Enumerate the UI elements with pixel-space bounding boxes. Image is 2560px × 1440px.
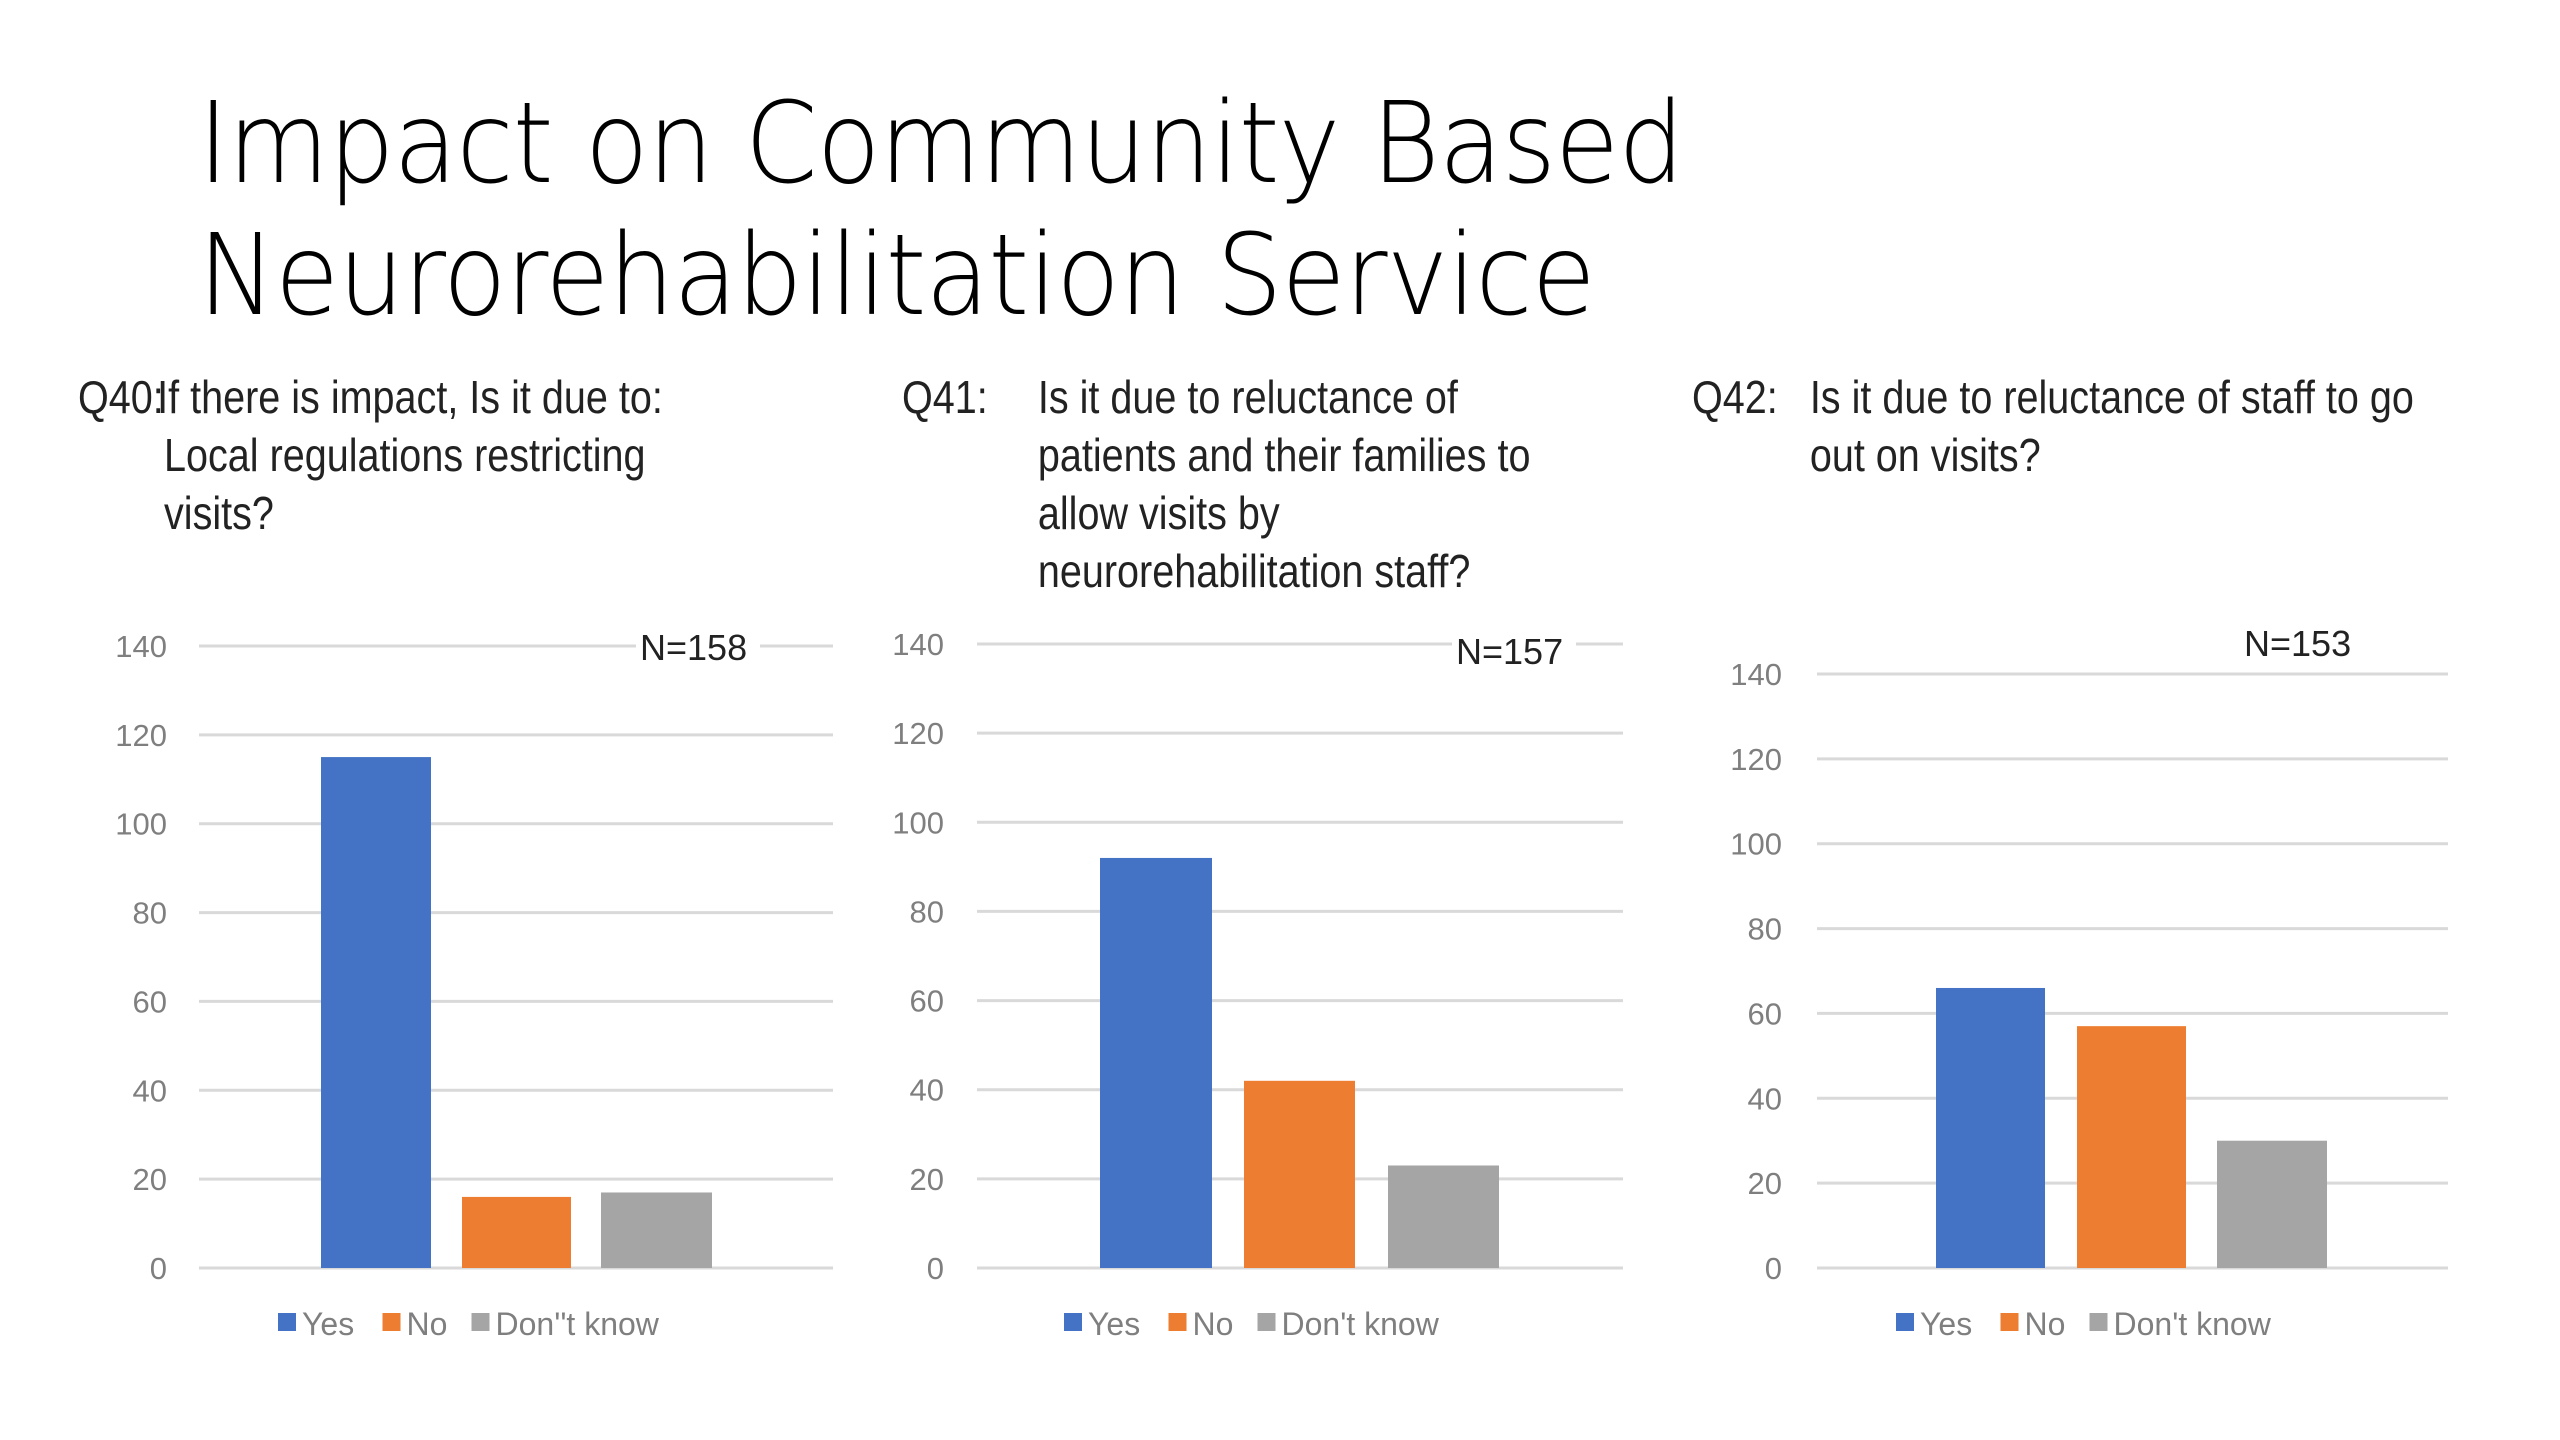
bar-yes [321,757,431,1268]
y-tick-label: 80 [910,894,944,929]
sample-size-label: N=157 [1456,631,1563,672]
y-tick-label: 100 [1730,827,1782,862]
y-tick-label: 80 [133,896,167,931]
legend-label: No [2025,1306,2066,1342]
question-text: If there is impact, Is it due to: Local … [157,371,663,539]
n-label-background [2240,620,2364,666]
sample-size-label: N=158 [640,627,747,668]
legend: Yes No Don't know [1896,1306,2272,1342]
y-tick-label: 60 [1748,996,1782,1031]
y-tick-label: 120 [115,718,167,753]
legend-label: Yes [1920,1306,1972,1342]
y-tick-label: 100 [115,807,167,842]
n-label-background [636,624,760,670]
y-tick-label: 80 [1748,912,1782,947]
legend-swatch-no [1168,1313,1187,1331]
y-tick-label: 100 [892,805,944,840]
sample-size-label: N=153 [2244,623,2351,664]
question-text: Is it due to reluctance of staff to go o… [1809,371,2414,481]
legend-label: No [1193,1306,1234,1342]
legend: Yes No Don't know [1064,1306,1440,1342]
question-number: Q40: [78,371,164,423]
bar-yes [1936,987,2045,1268]
y-tick-label: 140 [892,627,944,662]
y-tick-label: 40 [1748,1081,1782,1116]
legend-swatch-yes [1064,1313,1082,1331]
y-tick-label: 40 [910,1073,944,1108]
y-tick-label: 0 [150,1251,167,1286]
legend-label: Don''t know [496,1306,660,1342]
y-tick-label: 120 [892,716,944,751]
y-tick-label: 40 [133,1073,167,1108]
slide-title-line-2: Neurorehabilitation Service [198,211,1596,341]
y-tick-label: 140 [115,629,167,664]
chart-1: 0 20 40 60 80 100 120 140 N=158 Yes No Don''t know [115,624,833,1342]
y-tick-label: 20 [910,1162,944,1197]
legend-swatch-yes [278,1313,296,1331]
y-tick-label: 0 [1765,1251,1782,1286]
question-text: Is it due to reluctance of patients and … [1037,371,1531,597]
y-tick-label: 120 [1730,742,1782,777]
legend-label: Yes [1088,1306,1140,1342]
chart-3: 0 20 40 60 80 100 120 140 N=153 Yes No Don't know [1730,620,2448,1342]
question-q41: Q41: Is it due to reluctance of patients… [902,368,1590,600]
y-tick-label: 60 [910,984,944,1019]
legend-label: No [407,1306,448,1342]
y-tick-label: 140 [1730,657,1782,692]
legend-swatch-no [2000,1313,2019,1331]
legend: Yes No Don''t know [278,1306,660,1342]
y-tick-label: 20 [1748,1166,1782,1201]
question-q40: Q40: If there is impact, Is it due to: L… [78,368,732,542]
bar-no [462,1196,571,1268]
legend-swatch-no [382,1313,401,1331]
legend-label: Don't know [2114,1306,2272,1342]
legend-swatch-dont-know [471,1313,490,1331]
legend-swatch-dont-know [2089,1313,2108,1331]
question-number: Q42: [1692,371,1778,423]
bar-dont-know [601,1192,712,1268]
bar-dont-know [1388,1165,1499,1268]
y-tick-label: 20 [133,1162,167,1197]
slide-title-line-1: Impact on Community Based [198,79,1684,209]
y-tick-label: 60 [133,984,167,1019]
chart-2: 0 20 40 60 80 100 120 140 N=157 Yes No Don't know [892,627,1623,1342]
question-q42: Q42: Is it due to reluctance of staff to… [1692,368,2466,484]
bar-no [2077,1026,2186,1268]
bar-no [1244,1080,1355,1268]
question-number: Q41: [902,371,988,423]
legend-label: Yes [302,1306,354,1342]
n-label-background [1452,628,1576,674]
legend-label: Don't know [1282,1306,1440,1342]
legend-swatch-dont-know [1257,1313,1276,1331]
y-tick-label: 0 [927,1251,944,1286]
bar-dont-know [2217,1140,2327,1268]
slide-title: Impact on Community Based Neurorehabilit… [198,78,1684,342]
legend-swatch-yes [1896,1313,1914,1331]
bar-yes [1100,857,1212,1268]
